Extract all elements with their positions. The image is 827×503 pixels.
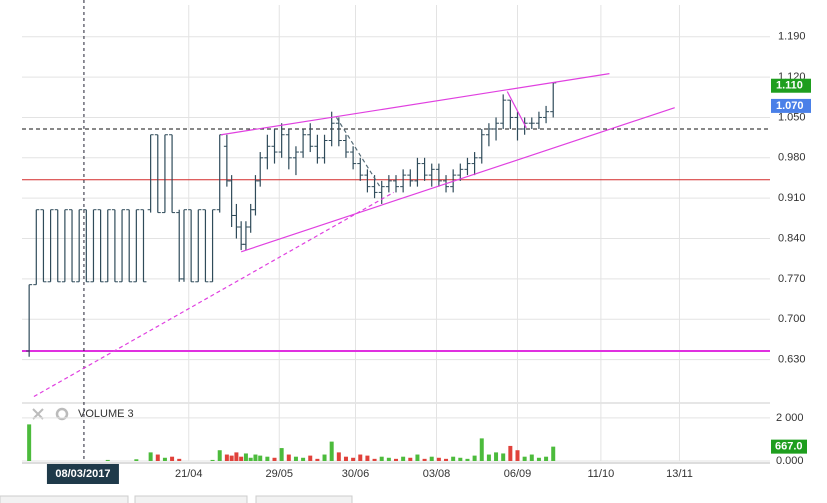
volume-bar [472,455,477,461]
y-tick-label: 0.630 [778,354,806,366]
x-tick-label: 21/04 [175,468,203,480]
bottom-tabs [0,495,353,503]
close-icon[interactable] [32,408,44,420]
volume-bar [386,457,391,461]
trendline [240,107,675,253]
volume-bar [336,452,341,461]
y-tick-label: 0.840 [778,232,806,244]
volume-bar [465,458,470,461]
y-tick-label: 0.910 [778,192,806,204]
volume-bar [286,454,291,461]
x-tick-label: 29/05 [266,468,294,480]
volume-bar [329,441,334,461]
volume-bar [444,458,449,461]
y2-tick-label: 0.000 [776,455,804,467]
volume-bar [177,458,182,461]
volume-bar [522,456,527,461]
volume-bar [451,456,456,461]
volume-bar [458,457,463,461]
volume-bar [408,457,413,461]
volume-bar [501,453,506,461]
volume-bar [544,456,549,461]
price-marker-label: 1.110 [776,80,803,92]
volume-bar [358,454,363,461]
volume-bar [315,458,320,461]
y2-tick-label: 2 000 [776,412,804,424]
x-tick-label: 06/09 [504,468,532,480]
cursor-label: 08/03/2017 [55,468,110,480]
trendline [506,91,527,129]
volume-bar [148,452,153,461]
volume-bar [229,455,234,461]
x-tick-label: 30/06 [342,468,370,480]
volume-bar [529,454,534,461]
tab[interactable] [134,495,248,503]
y-tick-label: 0.770 [778,273,806,285]
volume-bar [494,452,499,461]
volume-bar [258,455,263,461]
volume-bar [27,424,32,461]
volume-bar [253,454,258,461]
volume-bar [486,454,491,461]
volume-bar [134,459,139,461]
price-marker [771,78,811,93]
volume-bar [224,454,229,461]
volume-bar [436,457,441,461]
volume-bar [248,457,253,461]
trendline [33,191,394,398]
volume-bar [322,454,327,461]
volume-bar [365,455,370,461]
volume-bar [343,456,348,461]
volume-bar [170,456,175,461]
volume-bar [351,457,356,461]
volume-bar [155,454,160,461]
volume-bar [372,458,377,461]
volume-marker [771,439,807,454]
volume-bar [217,450,222,461]
volume-bar [394,458,398,461]
volume-bar [429,456,434,461]
settings-icon[interactable] [55,407,69,421]
volume-bar [105,459,110,461]
tab[interactable] [0,495,129,503]
trendline [221,73,610,136]
volume-bar [279,448,284,461]
trendline [335,117,383,190]
volume-bar [515,450,520,461]
volume-bar [239,456,244,461]
volume-bar [508,445,513,461]
y-tick-label: 1.190 [778,31,806,43]
price-marker [771,98,811,113]
volume-bar [401,456,406,461]
volume-tools [32,407,69,421]
volume-bar [551,446,556,461]
volume-bar [379,456,384,461]
volume-bar [210,459,215,461]
volume-marker-label: 667.0 [775,441,803,453]
volume-bar [162,457,167,461]
volume-bar [272,457,277,461]
x-tick-label: 11/10 [588,468,615,480]
volume-bar [536,457,541,461]
volume-bar [415,454,420,461]
y-tick-label: 0.980 [778,152,806,164]
volume-bar [265,456,270,461]
volume-bar [422,458,427,461]
cursor-label-box [46,464,119,484]
x-tick-label: 03/08 [423,468,451,480]
x-tick-label: 13/11 [666,468,693,480]
tab[interactable] [255,495,353,503]
volume-bar [243,453,248,461]
volume-label: VOLUME 3 [78,408,134,420]
volume-bar [301,457,306,461]
y-tick-label: 0.700 [778,313,806,325]
volume-bar [234,452,239,461]
price-marker-label: 1.070 [776,100,804,112]
y-tick-label: 1.050 [778,111,806,123]
volume-bar [293,456,298,461]
volume-bar [308,455,313,461]
volume-bar [479,438,484,461]
